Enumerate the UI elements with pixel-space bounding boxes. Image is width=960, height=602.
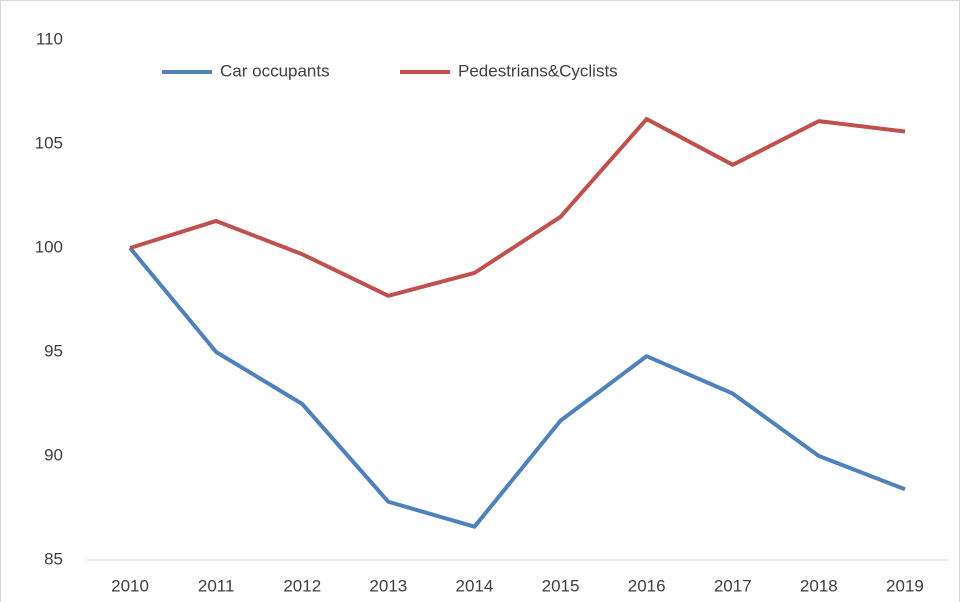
legend-label: Pedestrians&Cyclists <box>458 61 618 80</box>
legend-label: Car occupants <box>220 61 330 80</box>
x-tick-label: 2015 <box>542 576 580 595</box>
x-tick-label: 2014 <box>456 576 494 595</box>
x-tick-label: 2016 <box>628 576 666 595</box>
series-line <box>128 246 906 529</box>
x-tick-label: 2019 <box>886 576 924 595</box>
x-tick-label: 2010 <box>111 576 149 595</box>
x-tick-label: 2018 <box>800 576 838 595</box>
y-tick-label: 105 <box>35 133 63 152</box>
y-tick-label: 95 <box>44 341 63 360</box>
y-tick-label: 90 <box>44 445 63 464</box>
x-tick-label: 2011 <box>198 576 235 595</box>
y-tick-label: 110 <box>36 29 63 48</box>
x-tick-label: 2013 <box>369 576 407 595</box>
y-tick-label: 100 <box>35 237 63 256</box>
x-tick-label: 2012 <box>283 576 321 595</box>
series-line <box>129 117 906 298</box>
x-tick-label: 2017 <box>714 576 752 595</box>
y-tick-label: 85 <box>44 549 63 568</box>
